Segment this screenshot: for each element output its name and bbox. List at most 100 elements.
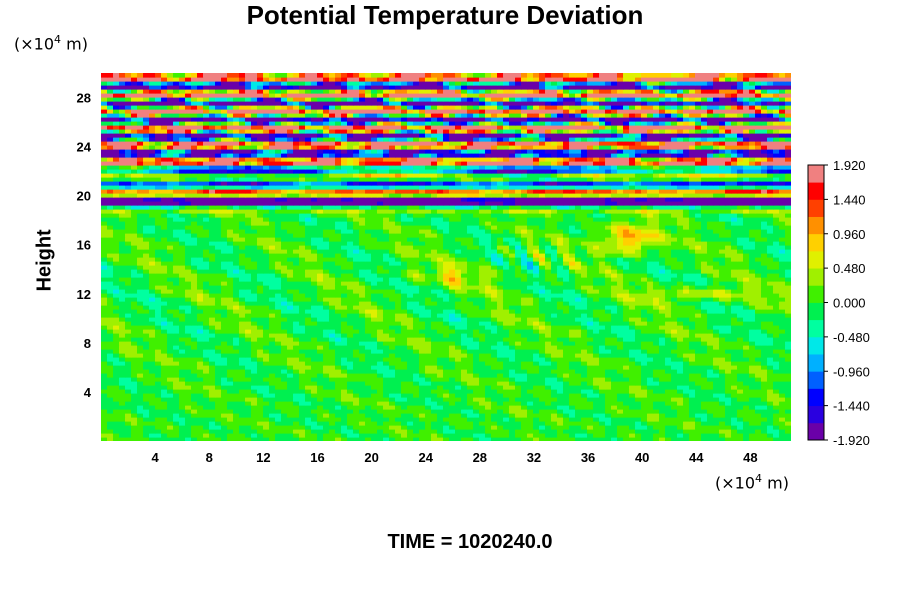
heatmap-cell: [503, 373, 510, 378]
heatmap-cell: [125, 413, 132, 418]
heatmap-cell: [527, 349, 534, 354]
heatmap-cell: [557, 393, 564, 398]
heatmap-cell: [623, 301, 630, 306]
heatmap-cell: [383, 321, 390, 326]
heatmap-cell: [779, 353, 786, 358]
heatmap-cell: [617, 377, 624, 382]
heatmap-cell: [359, 409, 366, 414]
heatmap-cell: [581, 389, 588, 394]
heatmap-cell: [545, 409, 552, 414]
heatmap-cell: [689, 437, 696, 441]
heatmap-cell: [443, 361, 450, 366]
heatmap-cell: [455, 337, 462, 342]
heatmap-cell: [491, 297, 498, 302]
heatmap-cell: [743, 313, 750, 318]
heatmap-cell: [233, 329, 240, 334]
heatmap-cell: [665, 433, 672, 438]
heatmap-cell: [449, 325, 456, 330]
heatmap-cell: [131, 341, 138, 346]
heatmap-cell: [221, 265, 228, 270]
heatmap-cell: [737, 369, 744, 374]
heatmap-cell: [479, 377, 486, 382]
heatmap-cell: [527, 377, 534, 382]
heatmap-cell: [455, 425, 462, 430]
heatmap-cell: [461, 325, 468, 330]
x-unit-prefix: (×10: [715, 473, 756, 493]
heatmap-cell: [557, 349, 564, 354]
heatmap-cell: [779, 313, 786, 318]
heatmap-cell: [551, 321, 558, 326]
heatmap-cell: [143, 417, 150, 422]
heatmap-cell: [695, 425, 702, 430]
heatmap-cell: [719, 405, 726, 410]
heatmap-cell: [305, 425, 312, 430]
heatmap-cell: [311, 417, 318, 422]
heatmap-cell: [725, 409, 732, 414]
heatmap-cell: [479, 405, 486, 410]
heatmap-cell: [611, 321, 618, 326]
heatmap-cell: [161, 377, 168, 382]
heatmap-cell: [437, 321, 444, 326]
heatmap-cell: [383, 341, 390, 346]
heatmap-cell: [437, 345, 444, 350]
heatmap-cell: [641, 297, 648, 302]
heatmap-cell: [389, 381, 396, 386]
heatmap-cell: [521, 381, 528, 386]
heatmap-cell: [701, 309, 708, 314]
heatmap-cell: [335, 381, 342, 386]
heatmap-cell: [323, 277, 330, 282]
heatmap-cell: [749, 321, 756, 326]
heatmap-cell: [251, 269, 258, 274]
heatmap-cell: [527, 317, 534, 322]
heatmap-cell: [515, 377, 522, 382]
heatmap-cell: [551, 281, 558, 286]
heatmap-cell: [653, 349, 660, 354]
heatmap-cell: [611, 361, 618, 366]
heatmap-cell: [113, 325, 120, 330]
heatmap-cell: [179, 361, 186, 366]
heatmap-cell: [581, 305, 588, 310]
heatmap-cell: [677, 329, 684, 334]
heatmap-cell: [191, 433, 198, 438]
heatmap-cell: [191, 425, 198, 430]
heatmap-cell: [737, 389, 744, 394]
heatmap-cell: [389, 429, 396, 434]
heatmap-cell: [779, 301, 786, 306]
heatmap-cell: [473, 285, 480, 290]
heatmap-cell: [413, 417, 420, 422]
heatmap-cell: [209, 437, 216, 441]
heatmap-cell: [419, 437, 426, 441]
heatmap-cell: [287, 401, 294, 406]
heatmap-cell: [755, 381, 762, 386]
heatmap-cell: [635, 313, 642, 318]
heatmap-cell: [479, 369, 486, 374]
heatmap-cell: [683, 301, 690, 306]
heatmap-cell: [623, 329, 630, 334]
heatmap-cell: [761, 381, 768, 386]
heatmap-cell: [473, 369, 480, 374]
heatmap-cell: [413, 301, 420, 306]
heatmap-cell: [527, 417, 534, 422]
heatmap-cell: [131, 417, 138, 422]
heatmap-cell: [617, 437, 624, 441]
heatmap-cell: [647, 317, 654, 322]
heatmap-cell: [545, 345, 552, 350]
heatmap-cell: [647, 273, 654, 278]
heatmap-cell: [461, 341, 468, 346]
heatmap-cell: [197, 321, 204, 326]
heatmap-cell: [137, 273, 144, 278]
heatmap-cell: [275, 273, 282, 278]
heatmap-cell: [149, 437, 156, 441]
heatmap-cell: [143, 317, 150, 322]
heatmap-cell: [191, 273, 198, 278]
heatmap-cell: [563, 289, 570, 294]
heatmap-cell: [479, 273, 486, 278]
heatmap-cell: [257, 321, 264, 326]
heatmap-cell: [485, 361, 492, 366]
heatmap-cell: [287, 265, 294, 270]
heatmap-cell: [539, 329, 546, 334]
heatmap-cell: [497, 317, 504, 322]
heatmap-cell: [455, 373, 462, 378]
heatmap-cell: [143, 405, 150, 410]
heatmap-cell: [623, 409, 630, 414]
